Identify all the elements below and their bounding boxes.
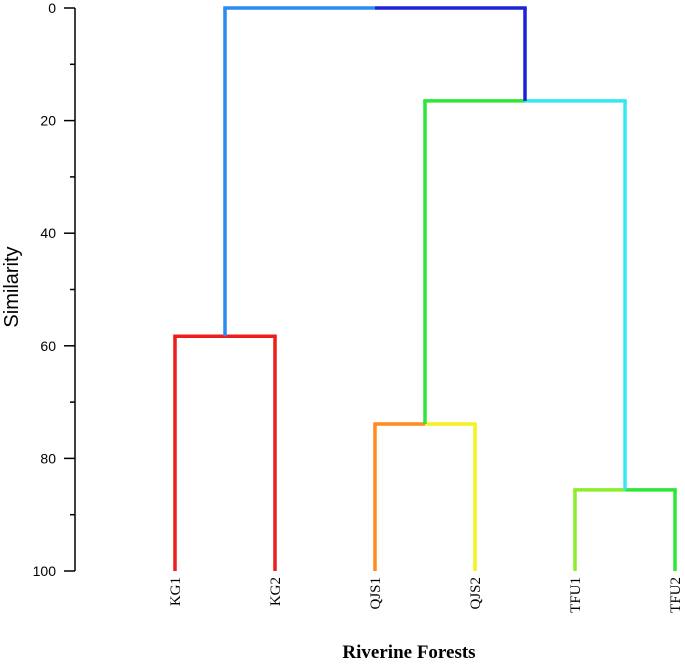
leaf-label-qjs2: QJS2 [468,577,484,610]
leaf-label-kg2: KG2 [268,577,284,606]
y-tick-label: 100 [33,563,57,579]
y-axis: 0 20 40 60 80 100 [33,0,76,579]
leaf-label-tfu2: TFU2 [668,577,684,613]
y-tick-label: 80 [40,450,56,466]
x-axis-title: Riverine Forests [342,642,475,663]
leaf-label-kg1: KG1 [168,577,184,606]
y-tick-label: 60 [40,338,56,354]
leaf-labels: KG1 KG2 QJS1 QJS2 TFU1 TFU2 [168,577,684,613]
leaf-label-tfu1: TFU1 [568,577,584,613]
dendrogram-branches [173,6,677,571]
leaf-label-qjs1: QJS1 [368,577,384,610]
y-axis-title: Similarity [1,246,23,327]
y-tick-label: 0 [48,0,56,16]
y-tick-label: 40 [40,225,56,241]
y-tick-label: 20 [40,113,56,129]
